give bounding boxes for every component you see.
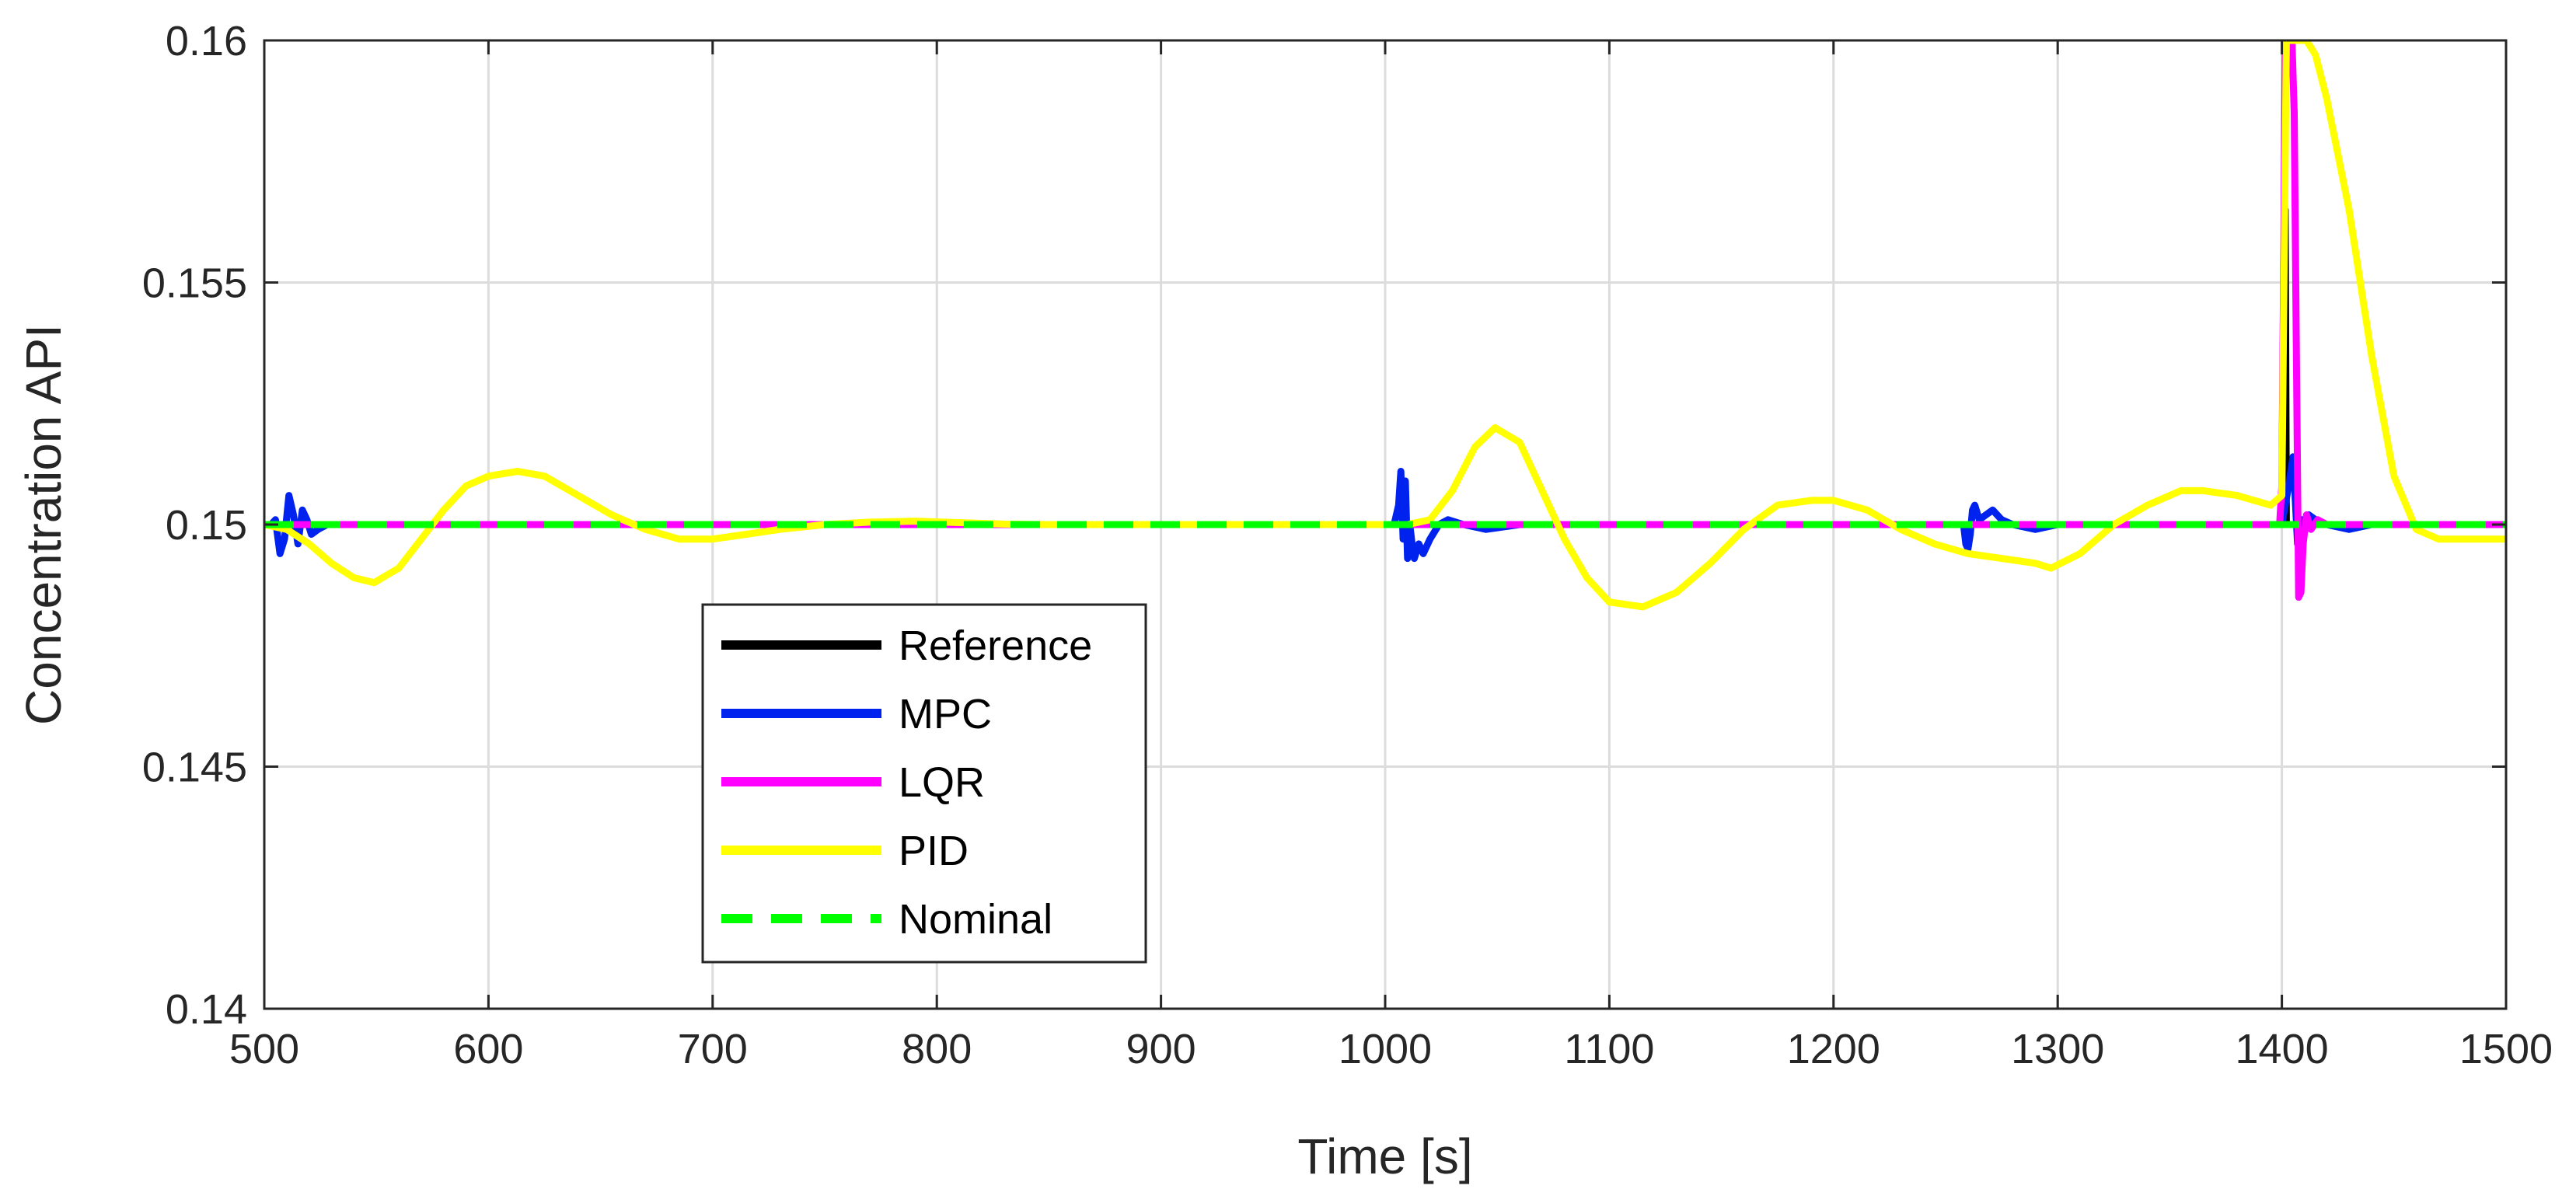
legend-label-lqr: LQR xyxy=(899,759,985,806)
x-tick-label: 800 xyxy=(902,1026,972,1072)
legend-label-mpc: MPC xyxy=(899,691,992,737)
x-tick-label: 700 xyxy=(678,1026,748,1072)
legend-label-reference: Reference xyxy=(899,622,1092,669)
y-tick-label: 0.145 xyxy=(142,744,247,791)
y-tick-label: 0.14 xyxy=(166,986,247,1033)
x-axis-label: Time [s] xyxy=(1297,1128,1472,1184)
x-tick-label: 1300 xyxy=(2011,1026,2104,1072)
x-tick-label: 600 xyxy=(453,1026,523,1072)
axis-ticks: 500 600 700 800 900 1000 1100 1200 1300 1400 1500 0… xyxy=(142,18,2553,1072)
legend-label-pid: PID xyxy=(899,828,969,874)
x-tick-label: 1100 xyxy=(1564,1026,1654,1072)
x-tick-label: 1500 xyxy=(2459,1026,2553,1072)
x-tick-label: 500 xyxy=(229,1026,299,1072)
y-tick-label: 0.16 xyxy=(166,18,247,65)
x-tick-label: 1000 xyxy=(1339,1026,1432,1072)
series-lines xyxy=(264,40,2506,611)
y-axis-label: Concentration API xyxy=(16,324,72,725)
y-tick-label: 0.15 xyxy=(166,502,247,549)
x-tick-label: 900 xyxy=(1126,1026,1196,1072)
legend: Reference MPC LQR PID Nominal xyxy=(701,603,1147,964)
legend-label-nominal: Nominal xyxy=(899,896,1052,943)
series-line-pid xyxy=(264,40,2506,611)
x-tick-label: 1200 xyxy=(1787,1026,1880,1072)
y-tick-label: 0.155 xyxy=(142,260,247,307)
x-tick-label: 1400 xyxy=(2236,1026,2329,1072)
